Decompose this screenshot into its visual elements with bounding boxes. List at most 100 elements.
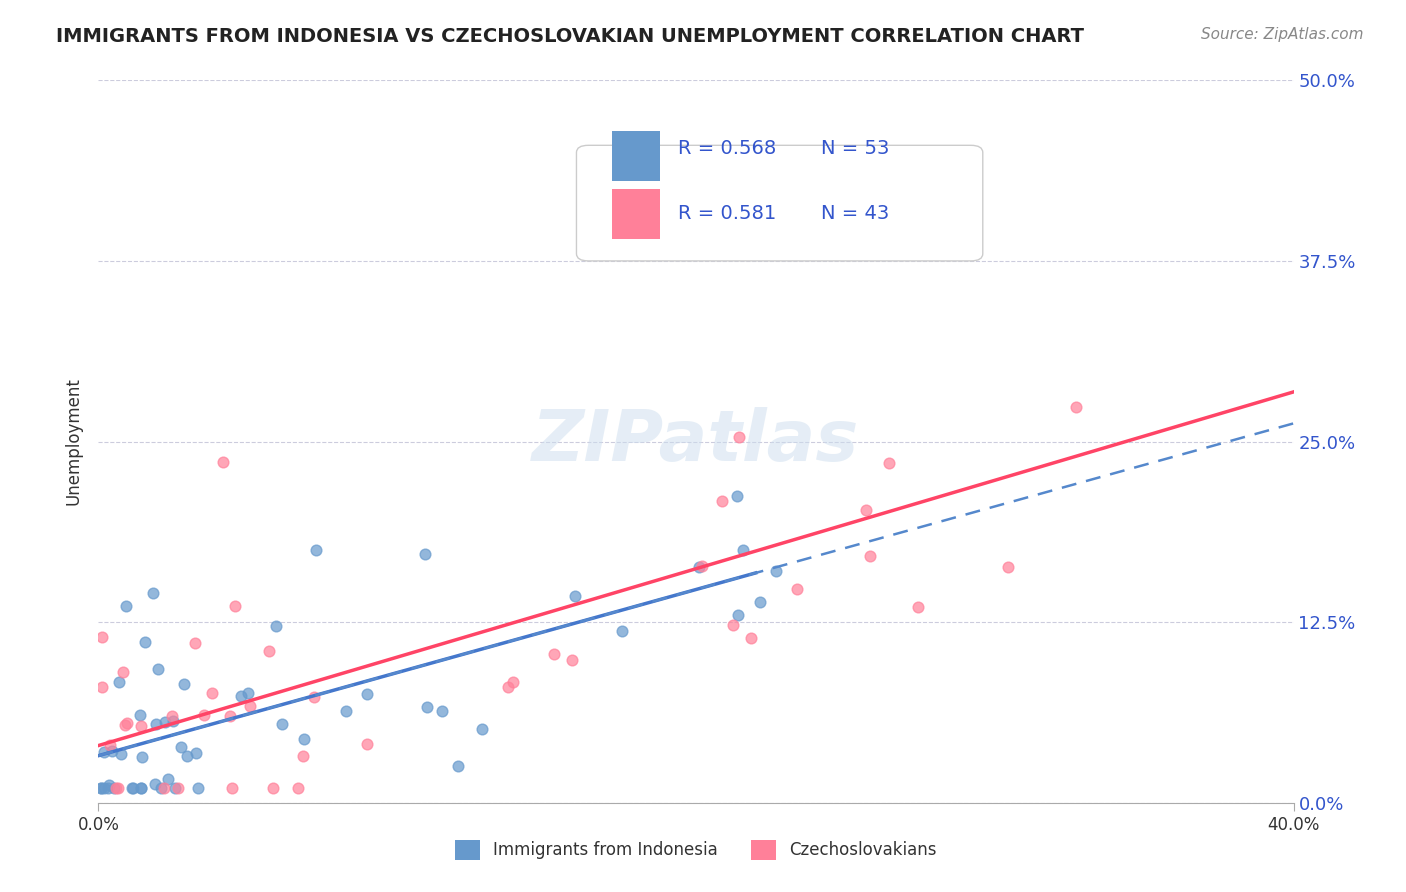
Immigrants from Indonesia: [131, 781, 153, 796]
Czechoslovakians: [167, 781, 190, 796]
Immigrants from Indonesia: [93, 781, 115, 796]
Czechoslovakians: [262, 781, 284, 796]
Czechoslovakians: [257, 643, 280, 657]
Czechoslovakians: [997, 559, 1019, 574]
Immigrants from Indonesia: [447, 759, 470, 773]
Czechoslovakians: [224, 599, 246, 614]
Czechoslovakians: [502, 674, 524, 689]
Immigrants from Indonesia: [187, 781, 209, 796]
Czechoslovakians: [727, 430, 749, 444]
Immigrants from Indonesia: [93, 746, 115, 760]
Immigrants from Indonesia: [236, 685, 259, 699]
Immigrants from Indonesia: [156, 772, 179, 786]
Immigrants from Indonesia: [264, 619, 287, 633]
Legend: Immigrants from Indonesia, Czechoslovakians: Immigrants from Indonesia, Czechoslovaki…: [449, 833, 943, 867]
Immigrants from Indonesia: [292, 732, 315, 747]
Czechoslovakians: [711, 494, 734, 508]
Immigrants from Indonesia: [148, 662, 170, 676]
Czechoslovakians: [356, 737, 378, 751]
Czechoslovakians: [219, 709, 242, 723]
Text: R = 0.581: R = 0.581: [678, 204, 776, 224]
Czechoslovakians: [111, 665, 134, 680]
Immigrants from Indonesia: [413, 547, 436, 561]
Immigrants from Indonesia: [765, 564, 787, 578]
FancyBboxPatch shape: [613, 188, 661, 239]
Immigrants from Indonesia: [748, 595, 770, 609]
Immigrants from Indonesia: [564, 589, 586, 603]
Text: IMMIGRANTS FROM INDONESIA VS CZECHOSLOVAKIAN UNEMPLOYMENT CORRELATION CHART: IMMIGRANTS FROM INDONESIA VS CZECHOSLOVA…: [56, 27, 1084, 45]
FancyBboxPatch shape: [613, 131, 661, 181]
Czechoslovakians: [740, 632, 762, 646]
Czechoslovakians: [302, 690, 325, 704]
Immigrants from Indonesia: [270, 716, 292, 731]
Czechoslovakians: [543, 647, 565, 661]
Immigrants from Indonesia: [305, 543, 328, 558]
Immigrants from Indonesia: [103, 781, 125, 796]
Immigrants from Indonesia: [725, 489, 748, 503]
Text: N = 43: N = 43: [821, 204, 890, 224]
Y-axis label: Unemployment: Unemployment: [65, 377, 83, 506]
Immigrants from Indonesia: [128, 708, 150, 723]
Czechoslovakians: [162, 708, 184, 723]
Immigrants from Indonesia: [115, 599, 138, 614]
Czechoslovakians: [114, 718, 136, 732]
Immigrants from Indonesia: [150, 781, 173, 796]
Czechoslovakians: [496, 680, 519, 694]
Czechoslovakians: [212, 454, 235, 468]
Czechoslovakians: [193, 707, 215, 722]
Czechoslovakians: [105, 781, 128, 796]
Immigrants from Indonesia: [90, 781, 112, 796]
Immigrants from Indonesia: [145, 717, 167, 731]
Immigrants from Indonesia: [356, 687, 378, 701]
Immigrants from Indonesia: [143, 777, 166, 791]
Immigrants from Indonesia: [131, 750, 153, 764]
Czechoslovakians: [1064, 400, 1087, 414]
Immigrants from Indonesia: [688, 560, 710, 574]
Czechoslovakians: [561, 653, 583, 667]
Immigrants from Indonesia: [134, 635, 156, 649]
Czechoslovakians: [287, 781, 309, 796]
Immigrants from Indonesia: [727, 607, 749, 622]
Immigrants from Indonesia: [432, 704, 454, 718]
Czechoslovakians: [291, 748, 314, 763]
Immigrants from Indonesia: [471, 722, 494, 736]
Immigrants from Indonesia: [131, 781, 153, 796]
Text: N = 53: N = 53: [821, 139, 890, 159]
Immigrants from Indonesia: [231, 690, 253, 704]
Czechoslovakians: [859, 549, 882, 563]
Czechoslovakians: [107, 781, 129, 796]
Immigrants from Indonesia: [173, 676, 195, 690]
Immigrants from Indonesia: [170, 740, 193, 755]
Immigrants from Indonesia: [122, 781, 145, 796]
Immigrants from Indonesia: [110, 747, 132, 761]
Czechoslovakians: [115, 715, 138, 730]
Czechoslovakians: [201, 686, 224, 700]
Immigrants from Indonesia: [155, 714, 177, 729]
Czechoslovakians: [90, 680, 112, 694]
Text: Source: ZipAtlas.com: Source: ZipAtlas.com: [1201, 27, 1364, 42]
Czechoslovakians: [939, 189, 962, 203]
Immigrants from Indonesia: [186, 746, 208, 760]
Czechoslovakians: [855, 502, 877, 516]
Immigrants from Indonesia: [176, 749, 198, 764]
Czechoslovakians: [879, 456, 901, 470]
Immigrants from Indonesia: [163, 781, 186, 796]
Czechoslovakians: [221, 781, 243, 796]
Immigrants from Indonesia: [100, 744, 122, 758]
Immigrants from Indonesia: [98, 778, 121, 792]
Czechoslovakians: [723, 618, 745, 632]
Immigrants from Indonesia: [335, 705, 357, 719]
Immigrants from Indonesia: [121, 781, 143, 796]
Text: R = 0.568: R = 0.568: [678, 139, 776, 159]
Immigrants from Indonesia: [108, 674, 131, 689]
Czechoslovakians: [90, 630, 112, 644]
Immigrants from Indonesia: [90, 781, 112, 796]
Czechoslovakians: [239, 698, 262, 713]
Czechoslovakians: [153, 781, 176, 796]
Text: ZIPatlas: ZIPatlas: [533, 407, 859, 476]
Czechoslovakians: [692, 558, 714, 573]
Immigrants from Indonesia: [610, 624, 633, 638]
Immigrants from Indonesia: [97, 781, 120, 796]
Immigrants from Indonesia: [416, 700, 439, 714]
FancyBboxPatch shape: [576, 145, 983, 260]
